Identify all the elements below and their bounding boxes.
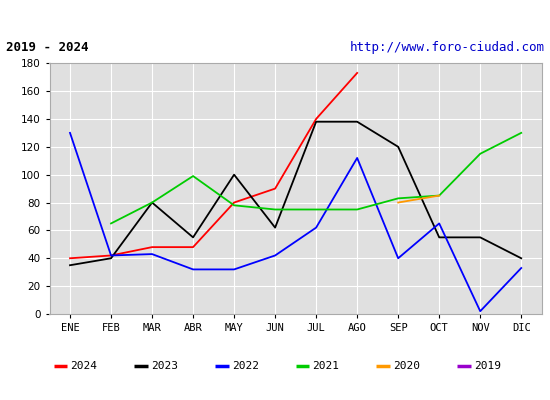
Text: 2022: 2022 [232,361,259,371]
Text: 2024: 2024 [70,361,97,371]
Text: Evolucion Nº Turistas Extranjeros en el municipio de Tous: Evolucion Nº Turistas Extranjeros en el … [0,8,550,28]
Text: 2019 - 2024: 2019 - 2024 [6,41,88,54]
Text: 2019: 2019 [474,361,501,371]
Text: 2023: 2023 [151,361,178,371]
Text: 2021: 2021 [312,361,339,371]
Text: http://www.foro-ciudad.com: http://www.foro-ciudad.com [349,41,544,54]
Text: 2020: 2020 [393,361,420,371]
